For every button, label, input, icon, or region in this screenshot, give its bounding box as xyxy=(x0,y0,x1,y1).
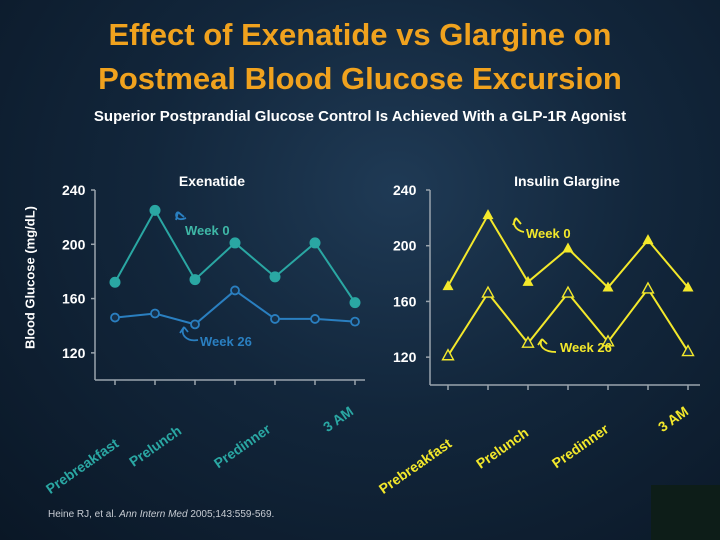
panel-title: Exenatide xyxy=(179,173,245,189)
data-point xyxy=(150,308,160,319)
data-point xyxy=(309,237,321,249)
data-point xyxy=(562,242,574,253)
data-point xyxy=(442,280,454,291)
series-label: Week 26 xyxy=(560,340,612,355)
data-point xyxy=(642,234,654,245)
y-tick-label: 120 xyxy=(62,345,86,361)
chart-panel-2: 120 160 200 240 Insulin Glargine Week 0 Week 2… xyxy=(376,173,700,497)
data-point xyxy=(561,285,575,298)
data-point xyxy=(310,314,320,324)
y-tick-label: 160 xyxy=(393,293,417,309)
subtitle: Superior Postprandial Glucose Control Is… xyxy=(93,108,627,125)
data-point xyxy=(229,237,241,249)
x-category-label: 3 AM xyxy=(655,403,691,435)
data-point xyxy=(682,281,694,292)
y-tick-label: 240 xyxy=(62,182,86,198)
citation-journal: Ann Intern Med xyxy=(119,509,188,520)
series-label: Week 0 xyxy=(526,226,571,241)
citation-details: 2005;143:559-569. xyxy=(190,509,275,520)
panel-title: Insulin Glargine xyxy=(514,173,620,189)
data-point xyxy=(190,319,200,330)
data-point xyxy=(481,285,495,298)
citation: Heine RJ, et al. Ann Intern Med 2005;143… xyxy=(48,509,274,520)
data-point xyxy=(230,285,240,296)
title-line-2: Postmeal Blood Glucose Excursion xyxy=(98,61,622,96)
y-tick-label: 240 xyxy=(393,182,417,198)
data-point xyxy=(149,204,161,216)
chart-panel-1: 120 160 200 240 Exenatide Week 0 Week 26 Prebre… xyxy=(43,173,365,497)
series-label-arrow xyxy=(175,211,187,221)
y-tick-label: 120 xyxy=(393,349,417,365)
x-category-label: Prelunch xyxy=(473,424,531,471)
y-tick-label: 160 xyxy=(62,291,86,307)
x-category-label: Predinner xyxy=(211,420,274,471)
x-category-label: Prebreakfast xyxy=(43,435,122,497)
data-point xyxy=(641,281,655,294)
data-point xyxy=(270,314,280,324)
series-label-arrow xyxy=(537,338,557,353)
data-point xyxy=(522,275,534,286)
series-label: Week 0 xyxy=(185,223,230,238)
series-label: Week 26 xyxy=(200,334,252,349)
title-line-1: Effect of Exenatide vs Glargine on xyxy=(108,17,612,52)
data-point xyxy=(189,274,201,286)
x-category-label: 3 AM xyxy=(320,403,356,435)
x-category-label: Prebreakfast xyxy=(376,435,455,497)
data-point xyxy=(110,312,120,323)
citation-authors: Heine RJ, et al. xyxy=(48,509,117,520)
data-point xyxy=(482,209,494,220)
x-category-label: Predinner xyxy=(549,420,612,471)
data-point xyxy=(601,334,615,347)
y-tick-label: 200 xyxy=(62,236,86,252)
x-category-label: Prelunch xyxy=(126,422,184,469)
data-point xyxy=(350,316,360,327)
data-point xyxy=(602,281,614,292)
data-point xyxy=(681,344,695,357)
data-point xyxy=(441,348,455,361)
series-label-arrow xyxy=(512,217,525,233)
data-point xyxy=(521,335,535,348)
corner-decoration xyxy=(651,485,720,540)
data-point xyxy=(349,297,361,309)
series-label-arrow xyxy=(179,326,199,342)
data-point xyxy=(269,271,281,283)
data-point xyxy=(109,276,121,288)
y-tick-label: 200 xyxy=(393,238,417,254)
